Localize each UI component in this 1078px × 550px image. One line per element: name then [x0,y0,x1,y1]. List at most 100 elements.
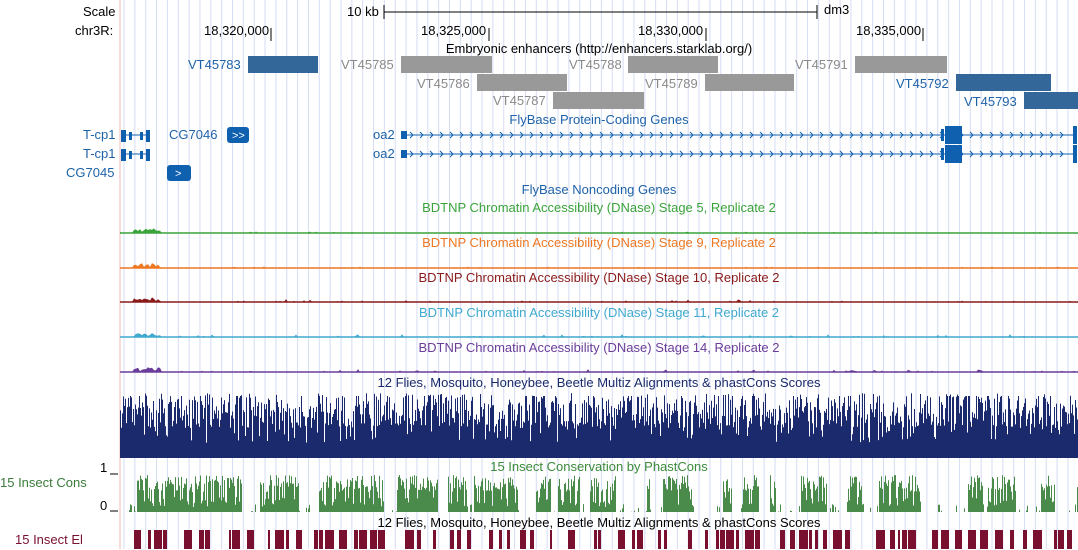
conserved-element [229,530,231,549]
conserved-element [354,530,358,549]
enhancer-VT45789[interactable] [705,74,794,91]
conserved-element [955,530,962,549]
conserved-element [507,530,510,549]
conserved-element [154,530,162,549]
conserved-element [941,530,949,549]
conserved-element [1033,530,1042,549]
conserved-element [809,530,812,549]
gene-label-oa2[interactable]: oa2 [373,127,395,142]
enhancer-VT45786[interactable] [477,74,567,91]
conserved-element [268,530,270,549]
conserved-element [790,530,795,549]
elements-side-label[interactable]: 15 Insect El [15,532,83,547]
conserved-element [148,530,151,549]
dnase-signal [120,367,1078,372]
enhancer-label[interactable]: VT45787 [493,93,546,108]
conserved-element [833,530,842,549]
conserved-element [823,530,827,549]
conserved-element [325,530,334,549]
gene-exon-tcp1-b [121,149,126,161]
gene-exon-oa2-a [941,129,944,141]
noncoding-track-title: FlyBase Noncoding Genes [521,182,677,197]
gene-body-cg7046 [227,127,249,143]
gene-label-cg7045[interactable]: CG7045 [66,165,115,180]
phastcons-wiggle[interactable] [120,474,1078,514]
enhancer-label[interactable]: VT45789 [645,76,698,91]
enhancer-VT45791[interactable] [855,56,947,73]
conserved-element [568,530,575,549]
conserved-element [530,530,534,549]
enhancer-VT45785[interactable] [401,56,492,73]
enhancer-label[interactable]: VT45792 [896,76,949,91]
enhancer-VT45792[interactable] [956,74,1051,91]
elements-track-title: 12 Flies, Mosquito, Honeybee, Beetle Mul… [377,515,821,530]
strand-arrows: >> [232,130,245,142]
enhancer-label[interactable]: VT45788 [569,57,622,72]
enhancer-label[interactable]: VT45785 [341,57,394,72]
scale-bar-text: 10 kb [347,4,379,19]
conserved-element [359,530,367,549]
enhancer-VT45783[interactable] [248,56,318,73]
gene-exon-oa2-a [401,131,407,139]
conserved-element [520,530,526,549]
enhancer-VT45787[interactable] [553,92,644,109]
gene-label-cg7046[interactable]: CG7046 [169,127,218,142]
conserved-element [489,530,493,549]
phastcons-axis-ticks [110,473,118,512]
multiz-conservation-wiggle[interactable] [120,390,1078,460]
conserved-element [618,530,625,549]
gene-exon-tcp1-a [140,132,143,140]
conserved-element [232,530,240,549]
conserved-element [876,530,885,549]
conserved-element [716,530,719,549]
gene-exon-oa2-b [1073,145,1077,163]
scale-label: Scale [83,4,116,19]
conserved-element [658,530,661,549]
phastcons-signal [120,475,1078,512]
strand-arrows [409,150,1064,158]
strand-arrows: > [175,168,181,180]
conserved-element [199,530,204,549]
conserved-element [550,530,552,549]
conserved-element [205,530,210,549]
conserved-element [736,530,739,549]
conserved-elements-track[interactable] [120,530,1078,550]
dnase-stage9-title: BDTNP Chromatin Accessibility (DNase) St… [422,235,776,250]
gene-body-cg7045 [167,165,191,181]
conserved-element [1058,530,1064,549]
phastcons-axis-top: 1 [100,460,108,475]
ruler-position-4: 18,335,000 [856,23,922,38]
conserved-element [405,530,414,549]
conserved-element [902,530,907,549]
enhancer-label[interactable]: VT45783 [188,57,241,72]
gene-models[interactable]: >>> [0,122,1078,182]
conserved-element [688,530,692,549]
conserved-element [908,530,916,549]
conserved-element [845,530,850,549]
conserved-element [932,530,938,549]
enhancer-label[interactable]: VT45791 [795,57,848,72]
conserved-element [286,530,289,549]
dnase-stage14-title: BDTNP Chromatin Accessibility (DNase) St… [418,340,780,355]
gene-label-tcp1[interactable]: T-cp1 [83,127,116,142]
enhancer-label[interactable]: VT45793 [964,94,1017,109]
gene-label-oa2[interactable]: oa2 [373,146,395,161]
gene-exon-oa2-a [1073,126,1077,144]
conserved-element [184,530,192,549]
conserved-element [898,530,900,549]
phastcons-side-label[interactable]: 15 Insect Cons [0,475,87,490]
conserved-element [632,530,635,549]
enhancer-VT45793[interactable] [1024,92,1078,109]
enhancer-label[interactable]: VT45786 [417,76,470,91]
strand-arrows [409,131,1064,139]
gene-exon-oa2-b [941,148,944,160]
conserved-element [726,530,734,549]
dnase-stage11-title: BDTNP Chromatin Accessibility (DNase) St… [418,305,780,320]
gene-label-tcp1[interactable]: T-cp1 [83,146,116,161]
gene-exon-tcp1-a [146,130,150,142]
enhancer-VT45788[interactable] [628,56,718,73]
gene-exon-tcp1-a [121,130,126,142]
conserved-element [780,530,785,549]
